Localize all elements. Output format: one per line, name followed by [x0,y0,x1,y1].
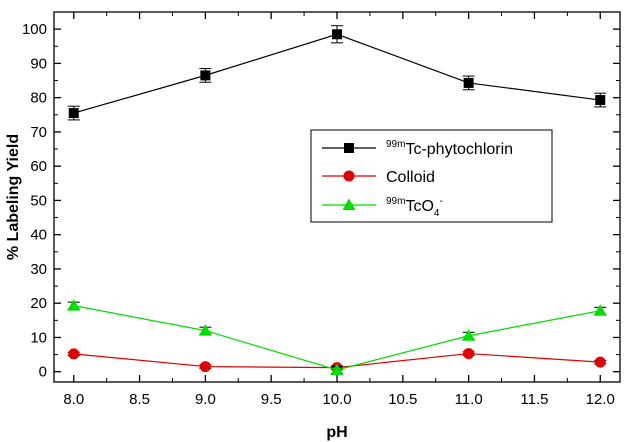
y-tick-label: 0 [39,364,47,381]
legend-marker [343,170,355,182]
y-tick-label: 80 [30,90,47,107]
data-point [462,329,476,341]
data-point [68,108,79,119]
series-tco4 [67,299,607,376]
series-layer [67,25,607,376]
y-tick-label: 60 [30,158,47,175]
x-tick-label: 9.5 [261,391,282,408]
y-tick-label: 90 [30,55,47,72]
legend-marker [342,198,356,210]
legend-item-tco4: 99mTcO4- [322,196,443,219]
legend-item-colloid: Colloid [322,169,435,186]
y-tick-label: 40 [30,227,47,244]
series-line [73,33,601,114]
y-tick-label: 20 [30,295,47,312]
legend-label: Colloid [386,169,435,186]
data-point [199,361,211,373]
data-point [330,363,344,376]
data-point [595,95,606,106]
y-tick-label: 70 [30,124,47,141]
x-tick-label: 8.0 [63,391,84,408]
legend-label: 99mTc-phytochlorin [386,139,513,158]
x-tick-label: 10.0 [322,391,351,408]
data-point [593,304,607,316]
legend-item-tc-phytochlorin: 99mTc-phytochlorin [322,139,513,158]
x-tick-label: 9.0 [195,391,216,408]
data-point [594,356,606,368]
data-point [463,348,475,360]
series-line [73,305,601,371]
x-tick-label: 10.5 [388,391,417,408]
y-tick-label: 30 [30,261,47,278]
legend-label: 99mTcO4- [386,196,443,219]
legend-marker [344,143,354,153]
series-tc-phytochlorin [67,25,607,121]
x-tick-label: 12.0 [586,391,615,408]
data-point [463,77,474,88]
data-point [200,70,211,81]
y-axis-title: % Labeling Yield [5,134,22,260]
data-point [198,324,212,336]
data-point [68,348,80,360]
y-tick-label: 50 [30,192,47,209]
x-tick-label: 11.5 [520,391,548,408]
y-tick-label: 10 [30,329,47,346]
data-point [332,29,342,40]
data-point [67,299,81,311]
y-tick-label: 100 [22,21,47,38]
x-axis-title: pH [326,424,347,441]
x-tick-label: 8.5 [129,391,150,408]
legend: 99mTc-phytochlorin Colloid 99mTcO4- [310,129,553,223]
x-tick-label: 11.0 [455,391,483,408]
axis-ticks [54,12,620,382]
x-tick-labels: 8.0 8.5 9.0 9.5 10.0 10.5 11.0 11.5 12.0 [63,391,615,408]
y-tick-labels: 0 10 20 30 40 50 60 70 80 90 100 [22,21,47,381]
